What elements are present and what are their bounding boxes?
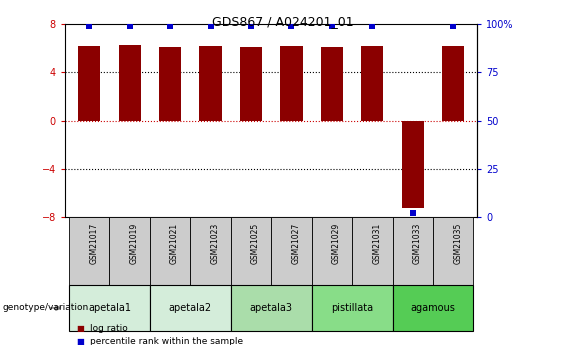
Bar — [199, 46, 221, 121]
Bar — [433, 217, 473, 285]
Bar — [321, 47, 343, 121]
Text: GDS867 / A024201_01: GDS867 / A024201_01 — [212, 16, 353, 29]
Bar — [110, 217, 150, 285]
Text: GSM21029: GSM21029 — [332, 223, 341, 264]
Text: GSM21019: GSM21019 — [130, 223, 138, 264]
Bar — [69, 217, 110, 285]
Text: GSM21021: GSM21021 — [170, 223, 179, 264]
Bar — [78, 46, 101, 121]
Text: GSM21027: GSM21027 — [292, 223, 301, 264]
Bar — [312, 285, 393, 331]
Bar — [393, 285, 473, 331]
Bar — [159, 47, 181, 121]
Text: ■: ■ — [76, 337, 84, 345]
Bar — [69, 285, 150, 331]
Bar — [352, 217, 393, 285]
Bar — [442, 46, 464, 121]
Text: GSM21017: GSM21017 — [89, 223, 98, 264]
Text: genotype/variation: genotype/variation — [3, 303, 89, 313]
Bar — [190, 217, 231, 285]
Text: apetala1: apetala1 — [88, 303, 131, 313]
Text: GSM21023: GSM21023 — [211, 223, 220, 264]
Text: GSM21035: GSM21035 — [453, 223, 462, 264]
Text: apetala2: apetala2 — [169, 303, 212, 313]
Bar — [271, 217, 312, 285]
Text: GSM21025: GSM21025 — [251, 223, 260, 264]
Text: agamous: agamous — [411, 303, 455, 313]
Text: ■: ■ — [76, 324, 84, 333]
Text: percentile rank within the sample: percentile rank within the sample — [90, 337, 244, 345]
Text: log ratio: log ratio — [90, 324, 128, 333]
Bar — [231, 285, 312, 331]
Bar — [231, 217, 271, 285]
Bar — [240, 47, 262, 121]
Text: pistillata: pistillata — [331, 303, 373, 313]
Bar — [280, 46, 302, 121]
Text: GSM21031: GSM21031 — [372, 223, 381, 264]
Bar — [393, 217, 433, 285]
Bar — [361, 46, 384, 121]
Bar — [402, 121, 424, 208]
Bar — [119, 45, 141, 121]
Bar — [312, 217, 352, 285]
Bar — [150, 217, 190, 285]
Bar — [150, 285, 231, 331]
Text: GSM21033: GSM21033 — [412, 223, 421, 264]
Text: apetala3: apetala3 — [250, 303, 293, 313]
